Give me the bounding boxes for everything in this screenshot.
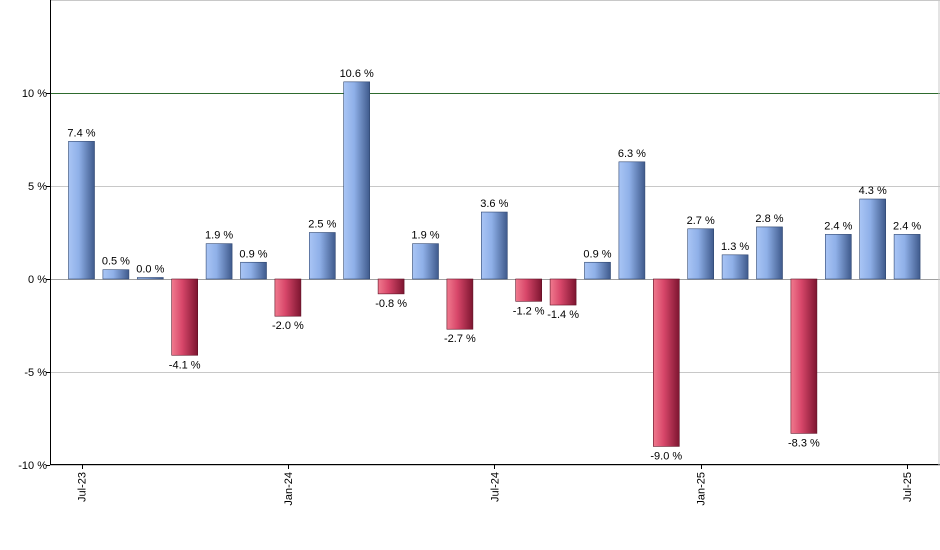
- data-label: -0.8 %: [375, 298, 407, 310]
- bar-jan-24: [274, 278, 302, 317]
- data-label: 1.9 %: [411, 230, 439, 242]
- data-label: -2.0 %: [272, 320, 304, 332]
- bar-jul-23: [68, 141, 95, 280]
- data-label: -1.4 %: [547, 309, 579, 321]
- bar-oct-24: [584, 261, 611, 280]
- bar-sep-23: [137, 277, 164, 280]
- bar-sep-24: [549, 278, 577, 306]
- bar-oct-23: [171, 278, 198, 356]
- bar-apr-24: [377, 278, 405, 295]
- data-label: 2.8 %: [755, 213, 783, 225]
- bar-aug-23: [102, 269, 130, 280]
- bar-may-25: [824, 234, 852, 280]
- data-label: 0.9 %: [239, 248, 267, 260]
- x-tick-label: Jan-24: [283, 472, 295, 506]
- y-tick-label: 10 %: [22, 88, 47, 100]
- bar-jul-24: [480, 211, 508, 280]
- bar-jul-25: [893, 234, 921, 280]
- data-label: 0.9 %: [583, 248, 611, 260]
- data-label: 4.3 %: [859, 185, 887, 197]
- axes: [50, 0, 940, 465]
- data-label: 2.4 %: [893, 220, 921, 232]
- y-tick-labels: -10 % -5 % 0 % 5 % 10 %: [18, 88, 50, 472]
- y-tick-label: -10 %: [18, 460, 47, 472]
- y-tick-label: 5 %: [28, 181, 47, 193]
- data-label: 1.3 %: [721, 241, 749, 253]
- data-label: 0.5 %: [102, 256, 130, 268]
- bar-feb-25: [721, 254, 749, 280]
- bar-aug-24: [515, 278, 543, 302]
- data-label: 3.6 %: [480, 198, 508, 210]
- y-tick-label: 0 %: [28, 274, 47, 286]
- bar-nov-23: [205, 243, 233, 280]
- data-label: 6.3 %: [618, 148, 646, 160]
- data-label: -8.3 %: [788, 437, 820, 449]
- bar-nov-24: [618, 161, 646, 280]
- bar-jun-24: [446, 278, 474, 330]
- bar-mar-25: [756, 226, 783, 280]
- data-label: -9.0 %: [650, 450, 682, 462]
- data-label: 7.4 %: [67, 127, 95, 139]
- data-labels: 7.4 % 0.5 % 0.0 % -4.1 % 1.9 % 0.9 % -2.0 % 2.5…: [67, 68, 921, 463]
- data-label: 2.4 %: [824, 220, 852, 232]
- data-label: -2.7 %: [444, 333, 476, 345]
- bar-mar-24: [343, 81, 371, 280]
- data-label: 10.6 %: [340, 68, 374, 80]
- data-label: 0.0 %: [136, 264, 164, 276]
- data-label: -4.1 %: [169, 359, 201, 371]
- data-label: 2.5 %: [308, 219, 336, 231]
- bar-dec-23: [240, 261, 267, 280]
- bar-feb-24: [308, 232, 336, 280]
- x-tick-label: Jul-24: [489, 472, 501, 502]
- x-tick-label: Jan-25: [696, 472, 708, 506]
- x-tick-label: Jul-25: [902, 472, 914, 502]
- bar-dec-24: [652, 278, 680, 447]
- x-tick-label: Jul-23: [77, 472, 89, 502]
- bar-jan-25: [687, 228, 715, 280]
- bar-may-24: [412, 243, 439, 280]
- bars: [68, 81, 921, 447]
- data-label: -1.2 %: [513, 305, 545, 317]
- data-label: 2.7 %: [687, 215, 715, 227]
- x-tick-labels: Jul-23 Jan-24 Jul-24 Jan-25 Jul-25: [77, 465, 914, 506]
- bar-apr-25: [790, 278, 818, 434]
- y-tick-label: -5 %: [24, 367, 47, 379]
- bar-jun-25: [859, 198, 887, 280]
- data-label: 1.9 %: [205, 230, 233, 242]
